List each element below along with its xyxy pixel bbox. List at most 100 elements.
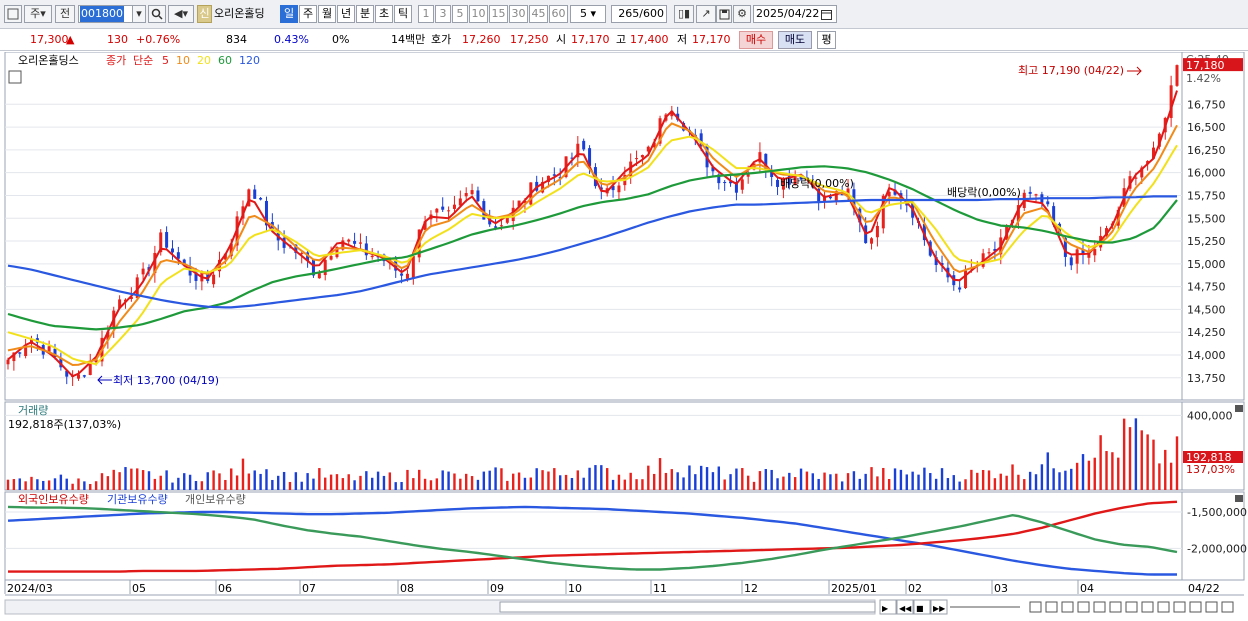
interval-5[interactable]: 5 (452, 5, 468, 23)
code-input[interactable]: 001800 (78, 5, 146, 23)
candle-body (24, 345, 28, 357)
scrollbar-thumb[interactable] (499, 601, 876, 613)
candle-body (135, 277, 139, 298)
price-legend-name: 오리온홀딩스 (18, 54, 79, 67)
candle-body (858, 208, 862, 223)
price-tick-label: 15,500 (1187, 212, 1226, 225)
candle-body (1016, 205, 1020, 222)
volume-bar (153, 478, 157, 490)
candle-body (347, 239, 351, 242)
tool-icon-10 (1189, 601, 1202, 613)
draw-tool-icon[interactable]: ↗ (696, 5, 716, 23)
period-tab-4[interactable]: 분 (356, 5, 374, 23)
candle-body (247, 189, 251, 207)
volume-last-pct: 137,03% (1186, 463, 1235, 476)
period-tab-1[interactable]: 주 (299, 5, 317, 23)
volume-bar (805, 471, 809, 490)
candle-body (88, 362, 92, 375)
playback-control-0[interactable] (879, 599, 897, 615)
calendar-icon[interactable] (819, 7, 833, 21)
volume-bar (1058, 472, 1061, 490)
volume-bar (1011, 464, 1014, 490)
candle-settings-icon[interactable]: ▯▮ (674, 5, 694, 23)
x-axis-label: 09 (490, 582, 504, 595)
chart-type-icon[interactable] (4, 5, 22, 23)
volume-bar (852, 471, 856, 490)
search-icon[interactable] (148, 5, 166, 23)
sound-icon[interactable]: ◀▾ (168, 5, 194, 23)
holdings-close-icon (1235, 495, 1243, 502)
volume-bar (253, 470, 256, 490)
playback-control-2[interactable] (913, 599, 931, 615)
code-dropdown-icon[interactable]: ▾ (132, 5, 146, 23)
volume-tick-label: 400,000 (1187, 409, 1233, 422)
interval-10[interactable]: 10 (469, 5, 488, 23)
volume-bar (1158, 463, 1161, 490)
low-price: 17,170 (692, 33, 731, 46)
flat-button[interactable]: 평 (817, 31, 836, 49)
hoga-label: 호가 (431, 33, 452, 46)
volume-bar (218, 473, 221, 490)
volume-bar (905, 474, 908, 490)
candle-body (464, 193, 468, 197)
volume-bar (1134, 418, 1138, 490)
x-axis-label: 07 (302, 582, 316, 595)
gear-icon[interactable]: ⚙ (733, 5, 751, 23)
candle-body (12, 352, 16, 362)
candle-body (329, 256, 333, 260)
volume-bar (934, 478, 938, 490)
volume-bar (188, 474, 192, 490)
interval-3[interactable]: 3 (435, 5, 451, 23)
volume-bar (318, 468, 321, 490)
buy-button[interactable]: 매수 (739, 31, 773, 49)
low-arrow (97, 375, 112, 385)
candle-body (834, 191, 838, 201)
volume-bar (423, 478, 427, 490)
quote-bar: 17,300 ▲ 130 +0.76% 834 0.43% 0% 14백만 호가… (0, 29, 1248, 51)
sell-button[interactable]: 매도 (778, 31, 812, 49)
high-arrow (1127, 66, 1142, 76)
playback-control-1[interactable] (896, 599, 914, 615)
market-select[interactable]: 주 ▾ (24, 5, 52, 23)
zero-ratio: 0% (332, 33, 350, 46)
period-tab-6[interactable]: 틱 (394, 5, 412, 23)
period-tab-5[interactable]: 초 (375, 5, 393, 23)
candle-body (552, 174, 556, 176)
interval-15[interactable]: 15 (489, 5, 508, 23)
low-label: 저 (677, 33, 688, 46)
volume-bar (412, 478, 415, 490)
interval-45[interactable]: 45 (529, 5, 548, 23)
candle-body (358, 242, 362, 244)
interval-60[interactable]: 60 (549, 5, 568, 23)
volume-bar (183, 473, 186, 490)
volume-bar (277, 475, 280, 490)
candle-body (294, 244, 298, 253)
volume-bar (993, 478, 997, 490)
period-tab-0[interactable]: 일 (280, 5, 298, 23)
save-icon[interactable] (716, 5, 732, 23)
volume-bar (588, 467, 591, 490)
volume-bar (6, 479, 10, 490)
candle-body (646, 146, 650, 152)
date-input[interactable]: 2025/04/22 (753, 5, 837, 23)
playback-control-3[interactable] (930, 599, 948, 615)
volume-bar (899, 469, 903, 490)
volume-bar (699, 465, 703, 490)
volume-bar (964, 479, 967, 490)
candle-body (411, 256, 415, 278)
candle-body (546, 175, 550, 182)
prev-button[interactable]: 전 (55, 5, 75, 23)
period-tab-2[interactable]: 월 (318, 5, 336, 23)
candle-body (776, 179, 780, 187)
candle-body (828, 196, 832, 199)
count-input[interactable]: 265/600 (611, 5, 667, 23)
candle-body (323, 259, 327, 276)
volume-bar (711, 472, 715, 490)
interval-30[interactable]: 30 (509, 5, 528, 23)
period-tab-3[interactable]: 년 (337, 5, 355, 23)
unit-select[interactable]: 5 ▾ (570, 5, 606, 23)
volume-bar (1117, 457, 1120, 490)
candle-body (787, 176, 791, 185)
volume-bar (835, 473, 838, 490)
interval-1[interactable]: 1 (418, 5, 434, 23)
